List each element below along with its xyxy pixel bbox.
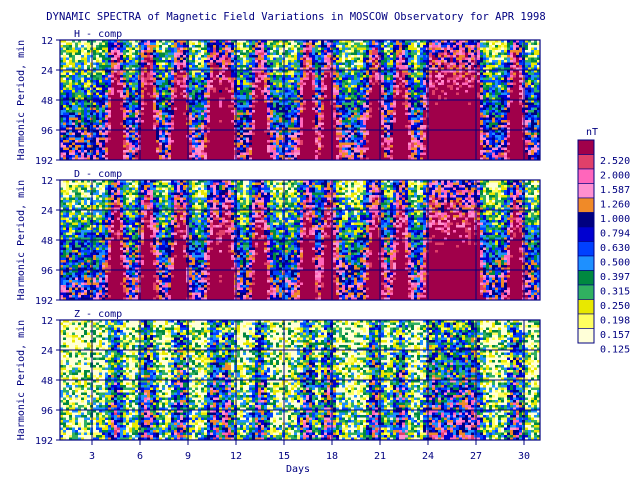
legend-label: 1.587: [600, 185, 630, 196]
legend-swatch: [577, 299, 595, 315]
x-tick-label: 6: [137, 451, 143, 462]
x-tick-label: 12: [230, 451, 242, 462]
x-tick-label: 21: [374, 451, 386, 462]
legend-label: 0.125: [600, 345, 630, 356]
chart-title: DYNAMIC SPECTRA of Magnetic Field Variat…: [46, 11, 545, 23]
x-tick-label: 18: [326, 451, 338, 462]
legend-swatch: [577, 270, 595, 286]
legend-label: 0.397: [600, 272, 630, 283]
legend-unit: nT: [586, 127, 598, 138]
legend-swatch: [577, 197, 595, 213]
legend-frame: [577, 139, 595, 344]
y-tick-label: 48: [41, 236, 53, 247]
y-tick-label: 12: [41, 316, 53, 327]
legend-label: 1.260: [600, 200, 630, 211]
legend-swatch: [577, 226, 595, 242]
legend-swatch: [577, 284, 595, 300]
y-tick-label: 96: [41, 406, 53, 417]
panel-2: D - comp 12 24 48 96 192 Harmonic Period, min: [16, 169, 541, 307]
panel-3: Z - comp 12 24 48 96 192 Harmonic Period, min: [16, 309, 541, 447]
legend-swatch: [577, 212, 595, 228]
y-tick-label: 12: [41, 176, 53, 187]
legend-swatch: [577, 313, 595, 329]
legend-label: 0.794: [600, 229, 630, 240]
x-tick-label: 27: [470, 451, 482, 462]
legend-swatch: [577, 183, 595, 199]
legend-swatch: [577, 255, 595, 271]
legend-swatch: [577, 241, 595, 257]
legend-label: 1.000: [600, 214, 630, 225]
legend-label: 0.157: [600, 330, 630, 341]
y-axis-label: Harmonic Period, min: [16, 40, 27, 160]
legend-label: 0.630: [600, 243, 630, 254]
y-tick-label: 24: [41, 346, 53, 357]
x-tick-label: 30: [518, 451, 530, 462]
y-tick-label: 96: [41, 126, 53, 137]
legend-label: 0.250: [600, 301, 630, 312]
panel-1: H - comp 12 24 48 96 192 Harmonic Period, min: [16, 29, 541, 167]
x-axis-label: Days: [286, 464, 310, 475]
y-tick-label: 12: [41, 36, 53, 47]
x-tick-label: 3: [89, 451, 95, 462]
legend-label: 0.315: [600, 287, 630, 298]
legend-label: 0.198: [600, 316, 630, 327]
legend-swatch: [577, 168, 595, 184]
y-tick-label: 192: [35, 436, 53, 447]
x-tick-label: 15: [278, 451, 290, 462]
panel-label: D - comp: [74, 169, 122, 180]
y-tick-label: 48: [41, 96, 53, 107]
legend-label: 0.500: [600, 258, 630, 269]
y-axis-label: Harmonic Period, min: [16, 180, 27, 300]
legend-label: 2.000: [600, 171, 630, 182]
y-tick-label: 48: [41, 376, 53, 387]
legend-swatch: [577, 328, 595, 344]
y-tick-label: 24: [41, 206, 53, 217]
y-axis-label: Harmonic Period, min: [16, 320, 27, 440]
panel-label: Z - comp: [74, 309, 122, 320]
y-tick-label: 96: [41, 266, 53, 277]
legend-label: 2.520: [600, 156, 630, 167]
x-tick-label: 9: [185, 451, 191, 462]
panel-label: H - comp: [74, 29, 122, 40]
legend-swatch: [577, 139, 595, 155]
y-tick-label: 192: [35, 296, 53, 307]
x-tick-label: 24: [422, 451, 434, 462]
y-tick-label: 192: [35, 156, 53, 167]
y-tick-label: 24: [41, 66, 53, 77]
legend-swatch: [577, 154, 595, 170]
